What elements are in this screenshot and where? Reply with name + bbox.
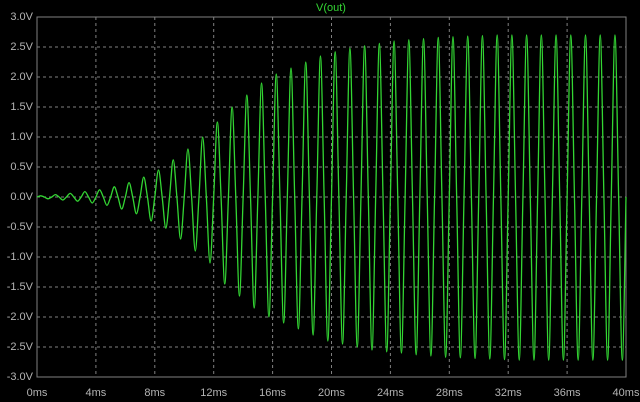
x-tick-label: 36ms [554, 387, 581, 399]
x-tick-label: 8ms [144, 387, 165, 399]
y-tick-label: 2.5V [10, 41, 33, 53]
x-tick-label: 16ms [259, 387, 286, 399]
trace-line [36, 34, 627, 361]
x-tick-label: 4ms [86, 387, 107, 399]
y-tick-label: 1.0V [10, 131, 33, 143]
y-tick-label: 0.0V [10, 191, 33, 203]
y-tick-label: -2.5V [7, 341, 34, 353]
y-tick-label: -1.0V [7, 251, 34, 263]
x-tick-label: 40ms [613, 387, 640, 399]
y-tick-label: 0.5V [10, 161, 33, 173]
y-tick-label: -0.5V [7, 221, 34, 233]
x-tick-label: 24ms [377, 387, 404, 399]
x-tick-label: 12ms [200, 387, 227, 399]
x-tick-label: 0ms [27, 387, 48, 399]
trace-name: V(out) [316, 2, 346, 14]
y-tick-label: 3.0V [10, 11, 33, 23]
y-tick-label: -1.5V [7, 281, 34, 293]
x-tick-label: 28ms [436, 387, 463, 399]
x-tick-label: 20ms [318, 387, 345, 399]
x-tick-label: 32ms [495, 387, 522, 399]
y-tick-label: 1.5V [10, 101, 33, 113]
y-tick-label: -3.0V [7, 371, 34, 383]
y-tick-label: -2.0V [7, 311, 34, 323]
y-tick-label: 2.0V [10, 71, 33, 83]
